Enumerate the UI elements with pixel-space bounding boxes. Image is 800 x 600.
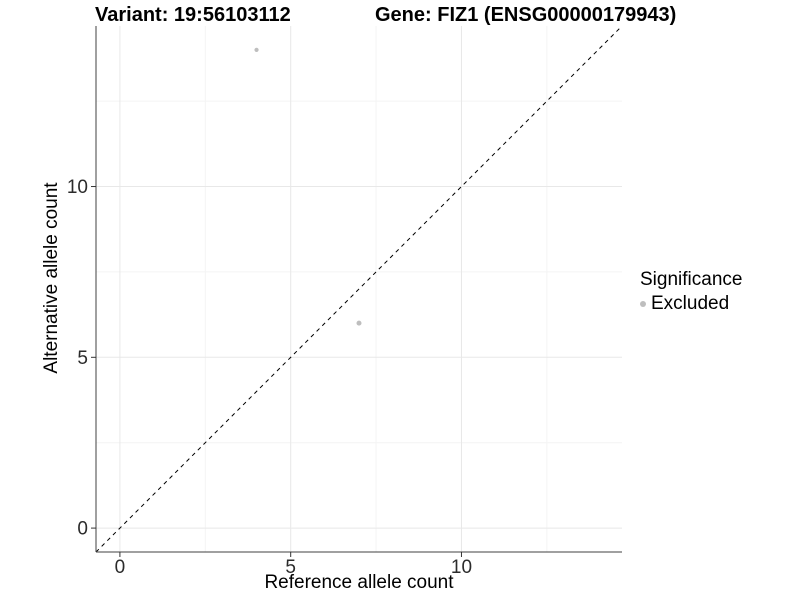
data-point: [356, 320, 362, 326]
y-tick-label: 5: [77, 348, 88, 369]
legend-item-excluded: Excluded: [640, 293, 742, 314]
x-tick-label: 0: [115, 557, 126, 578]
x-axis-title: Reference allele count: [264, 572, 454, 593]
y-axis-title: Alternative allele count: [41, 182, 62, 374]
legend-title: Significance: [640, 269, 743, 290]
x-tick-label: 10: [451, 557, 472, 578]
variant-title: Variant: 19:56103112: [95, 4, 291, 26]
y-tick-label: 10: [67, 177, 88, 198]
excluded-point-icon: [640, 300, 646, 307]
legend: Significance Excluded: [640, 269, 742, 314]
legend-item-label: Excluded: [651, 293, 730, 314]
identity-abline: [95, 25, 623, 553]
y-tick-label: 0: [77, 519, 88, 540]
gene-title: Gene: FIZ1 (ENSG00000179943): [375, 4, 677, 26]
data-point: [254, 47, 259, 53]
x-tick-label: 5: [285, 557, 296, 578]
